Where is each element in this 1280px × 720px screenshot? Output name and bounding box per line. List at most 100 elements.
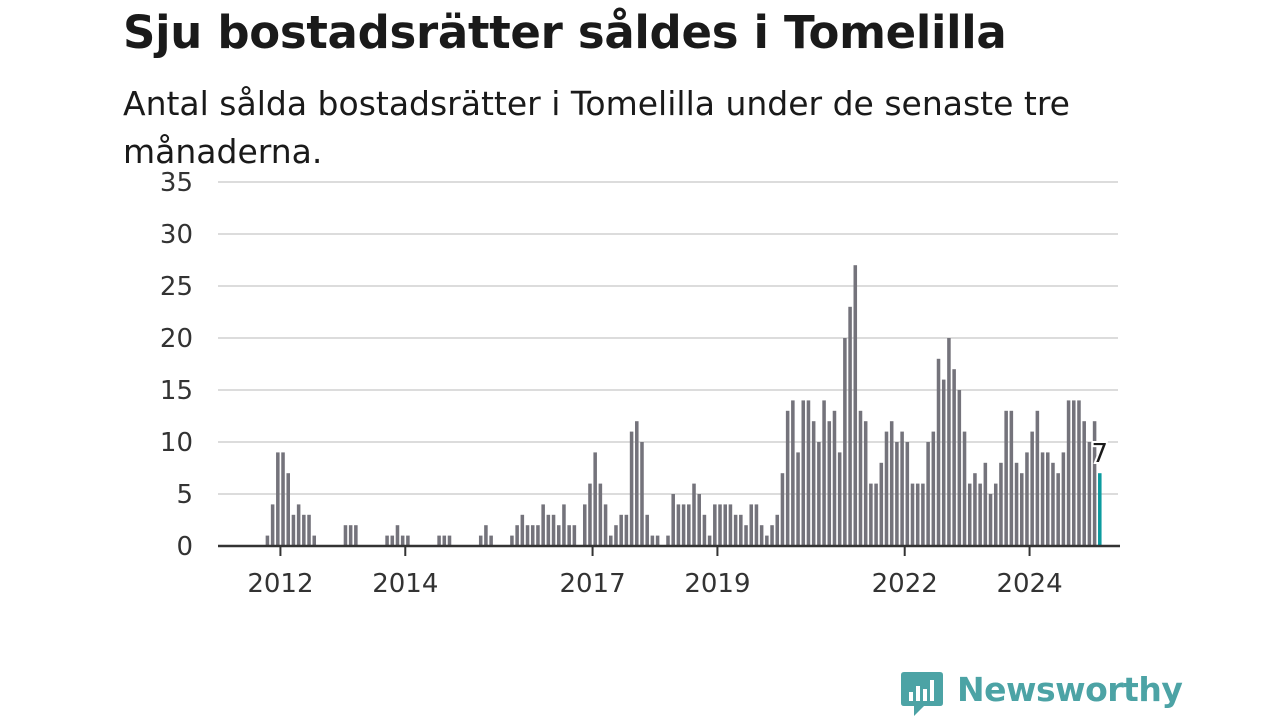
bar bbox=[926, 442, 930, 546]
bar bbox=[1082, 421, 1086, 546]
y-tick-label: 35 bbox=[160, 168, 193, 198]
newsworthy-chart-icon bbox=[901, 672, 943, 716]
bar bbox=[863, 421, 868, 546]
chart-axes bbox=[218, 544, 1120, 556]
bar bbox=[510, 535, 514, 546]
bar bbox=[635, 421, 639, 546]
bar bbox=[536, 525, 540, 546]
bar bbox=[936, 358, 941, 546]
bar bbox=[619, 514, 623, 546]
y-tick-label: 0 bbox=[176, 532, 193, 562]
bar bbox=[442, 535, 447, 546]
bar bbox=[556, 525, 561, 546]
bar bbox=[978, 483, 982, 546]
bar bbox=[1035, 410, 1040, 546]
bar bbox=[749, 504, 754, 546]
bar bbox=[447, 535, 452, 546]
bar bbox=[1009, 410, 1014, 546]
bar bbox=[525, 525, 530, 546]
y-tick-label: 5 bbox=[176, 480, 193, 510]
bar bbox=[687, 504, 691, 546]
bar bbox=[889, 421, 894, 546]
bar bbox=[1046, 452, 1050, 546]
bar bbox=[1061, 452, 1066, 546]
bar bbox=[941, 379, 946, 546]
bar bbox=[1066, 400, 1071, 546]
bar bbox=[1014, 462, 1019, 546]
y-tick-label: 15 bbox=[160, 376, 193, 406]
bar bbox=[302, 514, 306, 546]
bar bbox=[697, 494, 701, 546]
newsworthy-wordmark: Newsworthy bbox=[957, 670, 1183, 709]
bar bbox=[796, 452, 800, 546]
chart-title: Sju bostadsrätter såldes i Tomelilla bbox=[123, 6, 1007, 59]
bar bbox=[603, 504, 608, 546]
bar bbox=[666, 535, 670, 546]
bar bbox=[765, 535, 769, 546]
y-tick-label: 30 bbox=[160, 220, 193, 250]
bar bbox=[629, 431, 634, 546]
bar bbox=[296, 504, 301, 546]
bar bbox=[1092, 421, 1097, 546]
bar bbox=[817, 442, 821, 546]
y-tick-label: 25 bbox=[160, 272, 193, 302]
bar bbox=[780, 473, 785, 546]
bar bbox=[530, 525, 535, 546]
bar bbox=[276, 452, 280, 546]
bar bbox=[520, 514, 525, 546]
bar bbox=[343, 525, 348, 546]
bar bbox=[437, 535, 441, 546]
bar bbox=[728, 504, 733, 546]
bar bbox=[973, 473, 977, 546]
bar bbox=[265, 535, 270, 546]
bar bbox=[541, 504, 545, 546]
bar bbox=[858, 410, 863, 546]
bar bbox=[921, 483, 925, 546]
bar bbox=[895, 442, 899, 546]
bar bbox=[400, 535, 405, 546]
bar bbox=[614, 525, 618, 546]
y-tick-label: 20 bbox=[160, 324, 193, 354]
bar bbox=[967, 483, 972, 546]
bar bbox=[733, 514, 738, 546]
bar bbox=[884, 431, 889, 546]
bar bbox=[478, 535, 483, 546]
bar bbox=[1051, 462, 1055, 546]
bar bbox=[406, 535, 410, 546]
bar bbox=[546, 514, 551, 546]
bar bbox=[801, 400, 806, 546]
bar bbox=[952, 369, 956, 546]
bar bbox=[718, 504, 722, 546]
bar bbox=[681, 504, 686, 546]
bar bbox=[806, 400, 811, 546]
bar bbox=[915, 483, 920, 546]
bar bbox=[489, 535, 493, 546]
bar bbox=[655, 535, 660, 546]
bar bbox=[281, 452, 285, 546]
bar bbox=[707, 535, 712, 546]
bar bbox=[759, 525, 764, 546]
bar bbox=[598, 483, 603, 546]
bar bbox=[307, 514, 311, 546]
bar bbox=[676, 504, 681, 546]
bar bbox=[853, 265, 858, 546]
bar bbox=[869, 483, 873, 546]
bar bbox=[983, 462, 988, 546]
x-tick-label: 2022 bbox=[872, 569, 938, 599]
bar bbox=[832, 410, 837, 546]
bar bbox=[947, 338, 951, 546]
bar bbox=[1030, 431, 1034, 546]
bar bbox=[515, 525, 519, 546]
bar bbox=[291, 514, 296, 546]
bar bbox=[354, 525, 358, 546]
data-label-latest: 7 bbox=[1092, 439, 1109, 469]
bar bbox=[837, 452, 842, 546]
bar bbox=[931, 431, 936, 546]
bar bbox=[770, 525, 774, 546]
bar bbox=[822, 400, 826, 546]
bar bbox=[395, 525, 400, 546]
bar bbox=[999, 462, 1003, 546]
newsworthy-logo[interactable] bbox=[900, 670, 1160, 720]
x-tick-label: 2014 bbox=[372, 569, 438, 599]
bar bbox=[993, 483, 998, 546]
